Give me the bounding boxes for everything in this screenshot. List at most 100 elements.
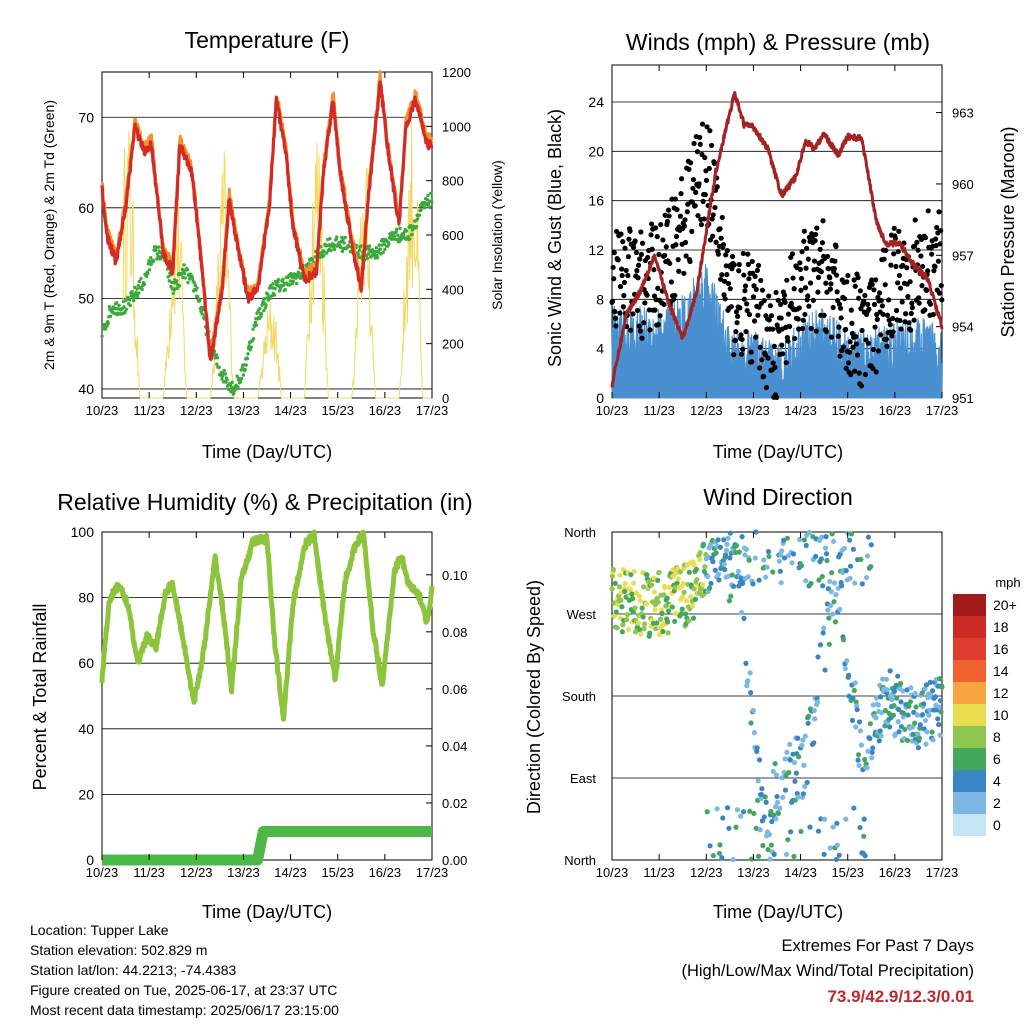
dir-panel-xlabel: Time (Day/UTC) — [713, 902, 843, 922]
gust-point — [758, 277, 764, 284]
direction-point — [717, 842, 723, 848]
direction-point — [784, 535, 790, 541]
gust-point — [853, 341, 859, 347]
direction-point — [858, 742, 864, 748]
gust-point — [853, 334, 859, 340]
direction-point — [901, 710, 907, 717]
dewpoint-point — [404, 229, 409, 233]
gust-point — [895, 280, 901, 286]
legend-swatch — [953, 638, 986, 660]
direction-point — [914, 712, 921, 718]
gust-point — [638, 251, 645, 258]
gust-point — [676, 268, 682, 274]
y-tick-label: 8 — [596, 291, 604, 307]
direction-point — [906, 703, 912, 709]
gust-point — [837, 353, 843, 359]
legend-label: 20+ — [993, 597, 1017, 613]
gust-point — [856, 295, 862, 301]
gust-point — [749, 258, 755, 265]
direction-point — [748, 856, 755, 862]
direction-point — [670, 567, 676, 573]
direction-point — [733, 543, 740, 549]
gust-point — [922, 235, 929, 241]
dewpoint-point — [241, 373, 246, 377]
gust-point — [618, 231, 624, 237]
gust-point — [787, 323, 793, 330]
rh-panel-frame — [101, 531, 433, 861]
gust-point — [824, 253, 831, 260]
extremes-subtitle: (High/Low/Max Wind/Total Precipitation) — [681, 962, 974, 980]
legend-swatch — [953, 594, 986, 616]
gust-point — [748, 349, 754, 355]
dewpoint-point — [222, 368, 226, 373]
direction-point — [821, 851, 827, 857]
gust-point — [725, 280, 732, 287]
dewpoint-point — [246, 352, 250, 356]
direction-point — [618, 597, 624, 603]
dewpoint-point — [339, 245, 343, 250]
x-tick-label: 14/23 — [784, 403, 817, 418]
dewpoint-point — [374, 246, 379, 250]
direction-point — [867, 735, 873, 742]
x-tick-label: 16/23 — [369, 865, 402, 880]
gust-point — [722, 296, 728, 302]
direction-point — [688, 594, 694, 600]
direction-point — [855, 757, 861, 763]
gust-point — [905, 294, 911, 300]
gust-point — [918, 253, 924, 259]
y-tick-label: 4 — [596, 341, 604, 357]
gust-point — [713, 239, 719, 245]
dewpoint-point — [131, 298, 136, 303]
direction-point — [883, 676, 889, 682]
dewpoint-point — [225, 378, 229, 382]
dewpoint-point — [244, 363, 248, 367]
gust-point — [925, 208, 931, 214]
dewpoint-point — [195, 294, 200, 299]
direction-point — [636, 593, 642, 599]
direction-point — [854, 707, 860, 713]
direction-point — [765, 549, 772, 555]
gust-point — [648, 232, 654, 238]
gust-point — [719, 272, 725, 278]
dewpoint-point — [335, 235, 339, 239]
y2-tick-label: 0.02 — [442, 796, 467, 811]
dewpoint-point — [422, 206, 427, 210]
dewpoint-point — [329, 248, 333, 253]
direction-point — [654, 620, 660, 626]
direction-point — [782, 756, 788, 762]
direction-point — [926, 712, 932, 718]
dewpoint-point — [273, 286, 277, 291]
gust-point — [861, 298, 867, 304]
dewpoint-point — [378, 247, 383, 251]
dewpoint-point — [394, 230, 398, 234]
dewpoint-point — [132, 295, 136, 300]
direction-point — [772, 761, 778, 767]
dewpoint-point — [130, 290, 134, 294]
gust-point — [813, 231, 819, 238]
gust-point — [872, 324, 878, 330]
direction-point — [771, 851, 777, 857]
direction-point — [745, 574, 751, 580]
direction-point — [701, 568, 708, 575]
gust-point — [736, 262, 742, 268]
gust-point — [709, 216, 715, 222]
dewpoint-point — [190, 276, 195, 280]
direction-point — [884, 687, 890, 693]
direction-point — [930, 737, 936, 743]
direction-point — [822, 545, 829, 551]
dewpoint-point — [262, 308, 266, 313]
direction-point — [609, 586, 615, 592]
gust-point — [702, 192, 708, 198]
direction-point — [812, 716, 818, 722]
direction-point — [829, 570, 835, 576]
gust-point — [806, 303, 812, 309]
dewpoint-point — [139, 276, 143, 281]
dewpoint-point — [156, 245, 161, 249]
gust-point — [719, 214, 725, 221]
direction-point — [666, 584, 673, 591]
gust-point — [678, 176, 685, 182]
wind-panel-title: Winds (mph) & Pressure (mb) — [626, 29, 930, 55]
x-tick-label: 11/23 — [643, 403, 675, 418]
direction-point — [746, 557, 752, 563]
